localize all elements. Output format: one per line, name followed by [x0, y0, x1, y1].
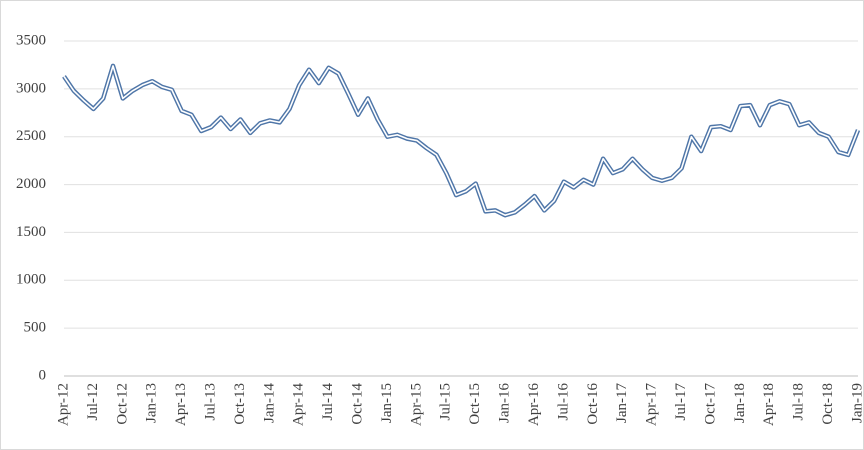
y-tick-label: 1000 [16, 272, 46, 288]
x-tick-label: Jan-18 [732, 383, 748, 423]
y-tick-label: 0 [39, 367, 47, 383]
x-tick-label: Oct-12 [114, 383, 130, 425]
x-tick-label: Jan-16 [497, 383, 513, 423]
x-tick-label: Apr-12 [55, 383, 71, 426]
x-tick-label: Jul-15 [438, 383, 454, 421]
x-tick-label: Jul-14 [320, 383, 336, 421]
x-tick-label: Apr-13 [173, 383, 189, 426]
y-tick-label: 3500 [16, 32, 46, 48]
x-tick-label: Oct-18 [820, 383, 836, 425]
y-tick-label: 1500 [16, 224, 46, 240]
x-tick-label: Jul-16 [555, 383, 571, 421]
x-tick-label: Jul-17 [673, 383, 689, 421]
x-tick-label: Apr-15 [408, 383, 424, 426]
x-tick-label: Oct-15 [467, 383, 483, 425]
y-tick-label: 2000 [16, 176, 46, 192]
x-tick-label: Jan-15 [379, 383, 395, 423]
x-tick-label: Jan-14 [261, 383, 277, 423]
y-tick-label: 2500 [16, 128, 46, 144]
x-tick-label: Oct-17 [702, 383, 718, 425]
x-tick-label: Jul-12 [85, 383, 101, 421]
x-tick-label: Apr-17 [644, 383, 660, 427]
x-tick-label: Apr-14 [291, 383, 307, 427]
x-tick-label: Jan-17 [614, 383, 630, 423]
y-tick-label: 3000 [16, 80, 46, 96]
x-tick-label: Jul-13 [202, 383, 218, 421]
y-tick-label: 500 [24, 320, 47, 336]
line-highlight [63, 65, 859, 216]
x-tick-label: Jul-18 [791, 383, 807, 421]
x-tick-label: Jan-19 [849, 383, 864, 423]
x-tick-label: Apr-16 [526, 383, 542, 427]
x-tick-label: Oct-14 [350, 383, 366, 425]
x-tick-label: Oct-16 [585, 383, 601, 425]
x-tick-label: Jan-13 [144, 383, 160, 423]
x-tick-label: Oct-13 [232, 383, 248, 425]
x-tick-label: Apr-18 [761, 383, 777, 426]
